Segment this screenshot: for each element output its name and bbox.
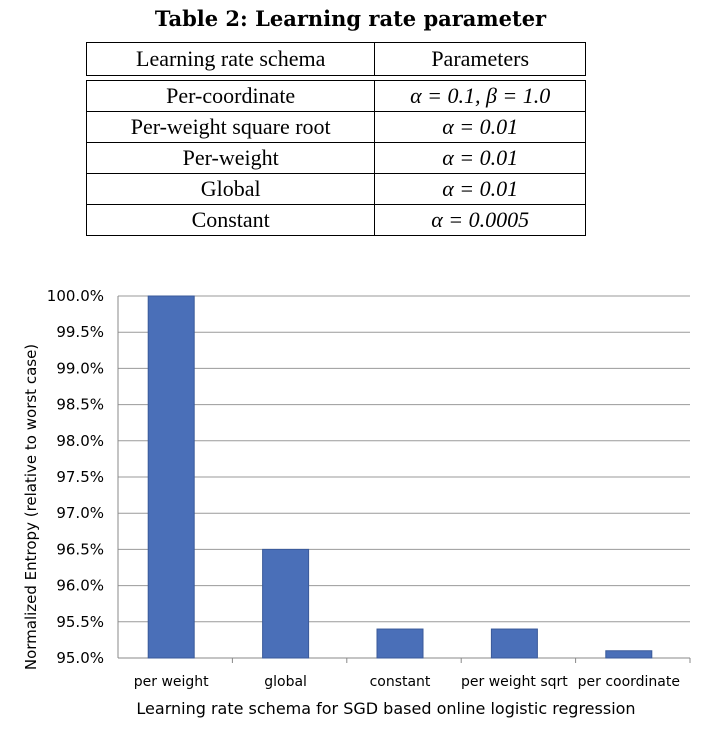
table-row: Per-weight α = 0.01 [85, 142, 586, 174]
entropy-bar-chart: 95.0% 95.5% 96.0% 96.5% 97.0% 97.5% 98.0% 98.5%… [22, 287, 691, 718]
y-tick-label: 97.5% [56, 468, 104, 486]
table-row: Per-weight square root α = 0.01 [85, 111, 586, 143]
learning-rate-table: Learning rate schema Parameters Per-coor… [85, 42, 586, 236]
y-tick-label: 96.5% [56, 540, 104, 558]
y-tick-label: 99.5% [56, 323, 104, 341]
row-params: α = 0.1, β = 1.0 [374, 80, 586, 112]
row-schema: Per-weight square root [85, 111, 376, 143]
table-row: Global α = 0.01 [85, 173, 586, 205]
header-parameters: Parameters [374, 42, 586, 76]
row-params: α = 0.01 [374, 173, 586, 205]
table-row: Constant α = 0.0005 [85, 204, 586, 236]
bar [376, 628, 424, 659]
y-axis-label: Normalized Entropy (relative to worst ca… [22, 344, 40, 670]
grid-lines [117, 295, 691, 663]
x-tick-label: global [264, 674, 307, 690]
x-axis-label: Learning rate schema for SGD based onlin… [136, 699, 635, 718]
header-schema: Learning rate schema [85, 42, 376, 76]
y-tick-labels: 95.0% 95.5% 96.0% 96.5% 97.0% 97.5% 98.0% 98.5%… [47, 287, 104, 667]
row-params: α = 0.01 [374, 142, 586, 174]
row-schema: Per-coordinate [85, 80, 376, 112]
y-tick-label: 100.0% [47, 287, 104, 305]
bars [147, 295, 653, 659]
y-tick-label: 95.5% [56, 613, 104, 631]
table-caption: Table 2: Learning rate parameter [154, 6, 547, 31]
row-schema: Per-weight [85, 142, 376, 174]
table-header-row: Learning rate schema Parameters [85, 42, 586, 76]
y-tick-label: 95.0% [56, 649, 104, 667]
row-schema: Constant [85, 204, 376, 236]
y-tick-label: 99.0% [56, 359, 104, 377]
x-tick-label: per weight sqrt [461, 674, 568, 690]
bar [262, 548, 310, 659]
x-tick-label: per weight [134, 674, 209, 690]
y-tick-label: 96.0% [56, 577, 104, 595]
y-tick-label: 98.0% [56, 432, 104, 450]
x-tick-label: constant [370, 674, 431, 690]
table-row: Per-coordinate α = 0.1, β = 1.0 [85, 80, 586, 112]
row-params: α = 0.01 [374, 111, 586, 143]
bar [490, 628, 538, 659]
row-params: α = 0.0005 [374, 204, 586, 236]
x-tick-label: per coordinate [578, 674, 680, 690]
y-tick-label: 98.5% [56, 396, 104, 414]
y-tick-label: 97.0% [56, 504, 104, 522]
bar [147, 295, 195, 659]
x-tick-labels: per weight global constant per weight sqrt p… [134, 674, 680, 690]
bar [605, 650, 653, 659]
row-schema: Global [85, 173, 376, 205]
